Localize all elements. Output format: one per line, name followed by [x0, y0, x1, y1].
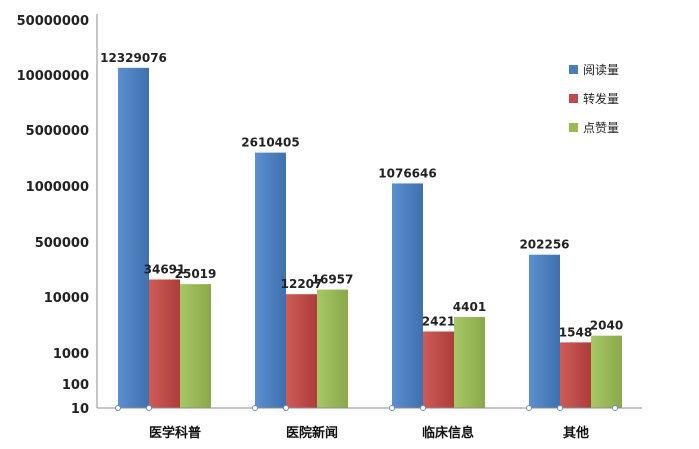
data-label: 16957: [312, 273, 354, 287]
category-label: 医学科普: [149, 425, 201, 441]
data-label: 4401: [453, 300, 486, 314]
data-label: 1076646: [378, 166, 436, 180]
x-tick-mark: [557, 405, 563, 411]
y-tick-label: 500000: [35, 236, 89, 251]
category-label: 临床信息: [422, 425, 474, 441]
category-label: 其他: [563, 425, 589, 441]
y-tick-label: 10000000: [17, 69, 89, 84]
legend-swatch: [569, 94, 578, 103]
x-tick-mark: [612, 405, 618, 411]
x-tick-mark: [389, 405, 395, 411]
data-label: 2421: [422, 314, 455, 328]
legend-label: 转发量: [583, 91, 619, 106]
data-label: 1548: [559, 325, 592, 339]
y-tick-label: 1000: [53, 347, 89, 362]
data-label: 34691: [144, 263, 186, 277]
x-tick-mark: [526, 405, 532, 411]
x-tick-mark: [146, 405, 152, 411]
data-label: 12207: [281, 277, 323, 291]
y-tick-label: 1000000: [26, 180, 89, 195]
bar-转发量-医院新闻: [286, 294, 317, 408]
bar-点赞量-临床信息: [454, 316, 485, 408]
y-axis: 10 100 1000 10000 500000 1000000 5000000 100000…: [17, 14, 98, 417]
category-label: 医院新闻: [286, 425, 338, 441]
bar-点赞量-其他: [591, 335, 622, 408]
bar-阅读量-其他: [529, 254, 560, 408]
bar-阅读量-临床信息: [392, 183, 423, 408]
bar-转发量-临床信息: [423, 331, 454, 408]
y-tick-label: 5000000: [26, 124, 89, 139]
bar-点赞量-医学科普: [180, 284, 211, 408]
legend-swatch: [569, 123, 578, 132]
bar-转发量-医学科普: [149, 279, 180, 408]
bar-阅读量-医学科普: [118, 67, 149, 408]
x-tick-mark: [420, 405, 426, 411]
bar-转发量-其他: [560, 342, 591, 408]
x-tick-mark: [115, 405, 121, 411]
data-label: 25019: [175, 267, 217, 281]
x-tick-mark: [252, 405, 258, 411]
bar-点赞量-医院新闻: [317, 289, 348, 408]
legend-label: 点赞量: [583, 121, 619, 135]
data-label: 2040: [590, 319, 623, 333]
y-tick-label: 50000000: [17, 14, 89, 29]
y-tick-label: 10: [71, 402, 89, 417]
bar-阅读量-医院新闻: [255, 152, 286, 408]
data-label: 12329076: [100, 51, 167, 65]
legend-swatch: [569, 65, 578, 74]
x-axis: 医学科普 医院新闻 临床信息 其他: [97, 405, 642, 441]
x-tick-mark: [283, 405, 289, 411]
legend-label: 阅读量: [583, 63, 619, 77]
y-tick-label: 100: [62, 378, 89, 393]
y-tick-label: 10000: [44, 291, 89, 306]
data-label: 202256: [519, 238, 569, 252]
data-label: 2610405: [241, 136, 299, 150]
